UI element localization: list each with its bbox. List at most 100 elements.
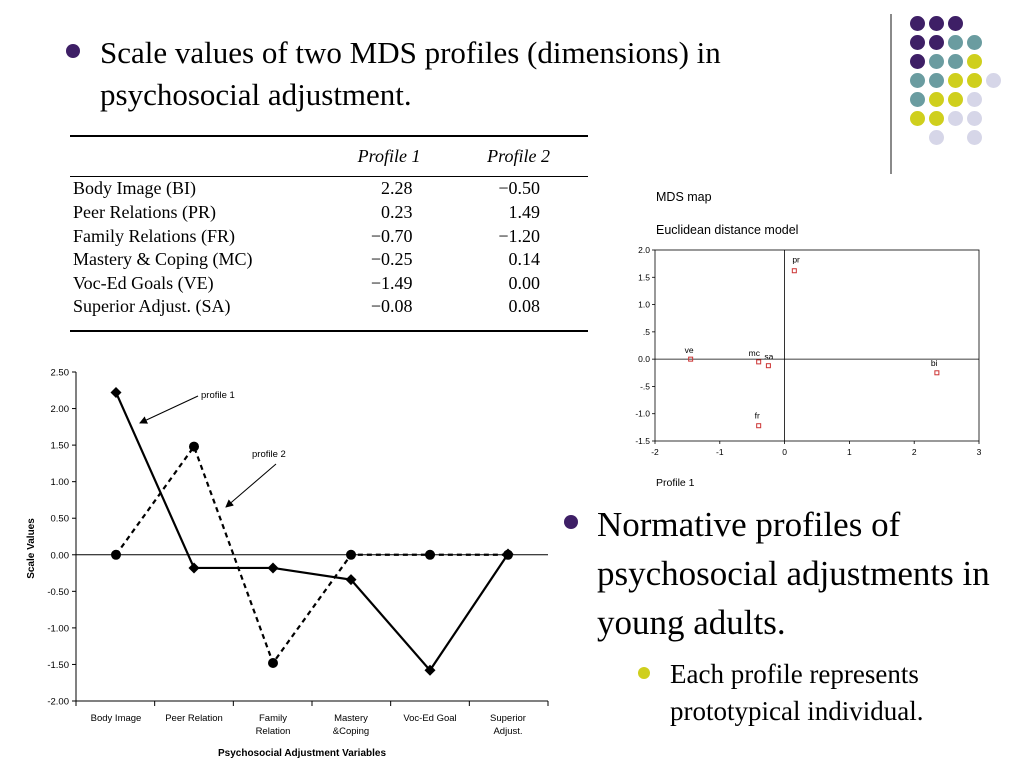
mds-point-marker: [765, 363, 771, 369]
profile-2-value: 0.08: [508, 296, 541, 316]
mds-point-label: sa: [764, 352, 773, 362]
x-tick-label: Voc-Ed Goal: [403, 713, 456, 724]
decorative-dot: [948, 73, 963, 88]
x-tick-label: Mastery &Coping: [333, 713, 369, 737]
decorative-dot: [948, 54, 963, 69]
profile-1-value: −0.25: [370, 249, 413, 269]
table-header-profile-1: Profile 1: [357, 146, 421, 166]
decorative-divider-line: [890, 14, 892, 174]
decorative-dot: [948, 16, 963, 31]
decorative-dot: [967, 54, 982, 69]
decorative-dot: [929, 54, 944, 69]
decorative-dot: [948, 35, 963, 50]
annotation-arrow-profile-2: [225, 463, 277, 508]
mds-x-tick-label: 3: [977, 447, 982, 457]
profile-2-value: −0.50: [498, 178, 540, 199]
profile-1-value: −0.08: [370, 296, 413, 316]
circle-marker: [346, 549, 356, 560]
decorative-dot: [910, 111, 925, 126]
profile-2-value: −1.20: [498, 225, 540, 246]
row-label: Voc-Ed Goals (VE): [73, 272, 214, 293]
profile-line-chart: 2.50 2.00 1.50 1.00 0.50 0.00 -0.50 -1.00 -1.50 -…: [26, 368, 549, 759]
table-header-rule: [70, 176, 588, 177]
mds-point-marker: [756, 423, 762, 429]
decorative-dot: [929, 73, 944, 88]
decorative-dot: [929, 92, 944, 107]
normative-bullet-dot: [564, 515, 578, 529]
profile-1-value: 2.28: [380, 178, 413, 199]
table-header-row: Profile 1 Profile 2: [70, 136, 588, 171]
table-row: Peer Relations (PR) 0.23 1.49: [70, 201, 588, 225]
mds-y-tick-label: -.5: [640, 381, 650, 391]
decorative-dot: [929, 111, 944, 126]
mds-point-marker: [688, 356, 694, 362]
row-label: Superior Adjust. (SA): [73, 296, 231, 316]
annotation-profile-1: profile 1: [201, 390, 235, 401]
scale-values-table: Profile 1 Profile 2 Body Image (BI) 2.28…: [70, 136, 588, 319]
circle-marker: [111, 549, 121, 560]
decorative-dot: [910, 54, 925, 69]
y-tick-label: -0.50: [47, 587, 69, 598]
normative-profiles-text: Normative profiles of psychosocial adjus…: [597, 505, 990, 642]
decorative-dot: [967, 111, 982, 126]
profile-2-value: 0.00: [508, 272, 541, 293]
x-tick-label: Family Relation: [256, 713, 291, 737]
mds-y-tick-label: 0.0: [638, 354, 650, 364]
series-line-1: [114, 392, 509, 673]
decorative-dot: [929, 35, 944, 50]
y-tick-label: 1.50: [51, 441, 70, 452]
decorative-dot: [929, 130, 944, 145]
decorative-dot: [967, 35, 982, 50]
mds-y-tick-label: 1.5: [638, 272, 650, 282]
y-tick-label: 2.50: [51, 368, 70, 379]
y-tick-label: 2.00: [51, 404, 70, 415]
table-row: Body Image (BI) 2.28 −0.50: [70, 171, 588, 201]
mds-point-label: bi: [931, 358, 938, 368]
row-label: Peer Relations (PR): [73, 202, 216, 222]
mds-y-tick-label: 2.0: [638, 245, 650, 255]
circle-marker: [268, 657, 278, 668]
diamond-marker: [267, 562, 279, 574]
decorative-dot: [910, 35, 925, 50]
table-header-blank: [70, 136, 332, 171]
y-tick-label: -2.00: [47, 697, 69, 708]
decorative-dot: [967, 73, 982, 88]
y-tick-label: 0.50: [51, 514, 70, 525]
x-tick-label: Body Image: [91, 713, 142, 724]
circle-marker: [425, 549, 435, 560]
mds-subtitle: Euclidean distance model: [656, 223, 798, 237]
table-top-rule: [70, 135, 588, 137]
sub-bullet-dot: [638, 667, 650, 679]
y-tick-label: 1.00: [51, 477, 70, 488]
decorative-dot: [929, 16, 944, 31]
decorative-dot: [967, 92, 982, 107]
slide-title: Scale values of two MDS profiles (dimens…: [100, 35, 721, 112]
decorative-dot: [986, 73, 1001, 88]
mds-point-label: pr: [792, 255, 800, 265]
mds-point-marker: [756, 359, 762, 365]
circle-marker: [503, 549, 513, 560]
diamond-marker: [424, 664, 436, 676]
circle-marker: [189, 441, 199, 452]
row-label: Family Relations (FR): [73, 225, 235, 246]
table-row: Mastery & Coping (MC) −0.25 0.14: [70, 248, 588, 272]
y-axis-title: Scale Values: [26, 518, 37, 579]
y-tick-label: -1.50: [47, 660, 69, 671]
profile-1-value: −1.49: [370, 272, 413, 293]
mds-x-tick-label: -2: [651, 447, 659, 457]
decorative-dot: [910, 92, 925, 107]
table-bottom-rule: [70, 330, 588, 332]
diamond-marker: [345, 574, 357, 586]
decorative-dot: [948, 111, 963, 126]
annotation-arrow-profile-1: [139, 395, 199, 424]
decorative-dot: [910, 73, 925, 88]
mds-point-label: ve: [685, 345, 694, 355]
y-tick-label: -1.00: [47, 623, 69, 634]
mds-x-tick-label: 0: [782, 447, 787, 457]
x-axis-title: Psychosocial Adjustment Variables: [218, 748, 386, 759]
profile-1-value: 0.23: [380, 202, 413, 222]
annotation-profile-2: profile 2: [252, 449, 286, 460]
x-tick-label: Peer Relation: [165, 713, 223, 724]
table-row: Superior Adjust. (SA) −0.08 0.08: [70, 295, 588, 319]
